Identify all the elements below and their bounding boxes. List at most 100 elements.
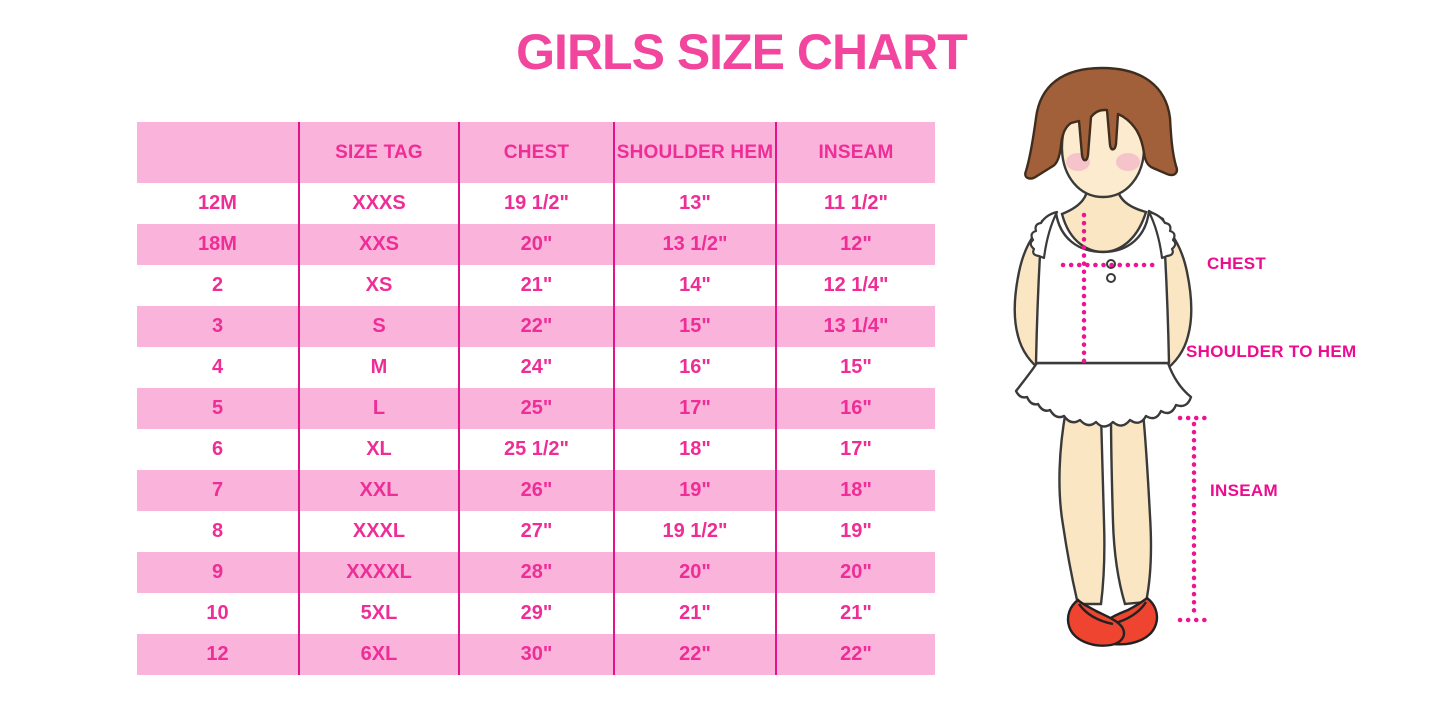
table-cell: 7 <box>137 470 298 511</box>
table-row: 8 XXXL 27" 19 1/2" 19" <box>137 511 935 552</box>
shoulder-to-hem-measure-label: SHOULDER TO HEM <box>1186 342 1357 361</box>
table-cell: 6XL <box>298 634 458 675</box>
table-cell: 27" <box>458 511 613 552</box>
table-cell: 13 1/4" <box>775 306 935 347</box>
table-cell: 16" <box>775 388 935 429</box>
table-row: 4 M 24" 16" 15" <box>137 347 935 388</box>
neck-chest-skin <box>1060 182 1148 254</box>
right-blush <box>1116 153 1140 171</box>
table-cell: 12 <box>137 634 298 675</box>
table-cell: XL <box>298 429 458 470</box>
table-cell: 17" <box>613 388 775 429</box>
face <box>1060 98 1146 199</box>
table-cell: 5XL <box>298 593 458 634</box>
table-cell: 10 <box>137 593 298 634</box>
right-shoe-strap <box>1111 601 1148 626</box>
table-cell: 8 <box>137 511 298 552</box>
page-title: GIRLS SIZE CHART <box>516 24 968 80</box>
table-cell: 11 1/2" <box>775 183 935 224</box>
table-row: 12 6XL 30" 22" 22" <box>137 634 935 675</box>
table-cell: 14" <box>613 265 775 306</box>
left-leg <box>1058 408 1106 606</box>
table-cell: 22" <box>458 306 613 347</box>
table-cell: 25 1/2" <box>458 429 613 470</box>
table-cell: XS <box>298 265 458 306</box>
table-cell: XXL <box>298 470 458 511</box>
table-cell: 19" <box>775 511 935 552</box>
table-cell: 30" <box>458 634 613 675</box>
right-shoulder-ruffle <box>1147 210 1177 260</box>
table-cell: 18" <box>613 429 775 470</box>
table-cell: M <box>298 347 458 388</box>
bottom-button <box>1106 273 1116 283</box>
girl-figure-svg <box>1013 66 1211 647</box>
left-shoulder-ruffle <box>1029 210 1059 260</box>
table-row: 10 5XL 29" 21" 21" <box>137 593 935 634</box>
table-cell: 3 <box>137 306 298 347</box>
table-cell: 5 <box>137 388 298 429</box>
table-cell: 9 <box>137 552 298 593</box>
table-cell: 29" <box>458 593 613 634</box>
table-cell: XXXXL <box>298 552 458 593</box>
table-cell: 6 <box>137 429 298 470</box>
table-cell: XXS <box>298 224 458 265</box>
table-cell: 22" <box>775 634 935 675</box>
table-cell: 16" <box>613 347 775 388</box>
table-cell: 12 1/4" <box>775 265 935 306</box>
table-row: 18M XXS 20" 13 1/2" 12" <box>137 224 935 265</box>
table-cell: 24" <box>458 347 613 388</box>
top-button <box>1106 259 1116 269</box>
left-shoe-strap <box>1078 603 1114 626</box>
table-cell: 12M <box>137 183 298 224</box>
right-shoe <box>1098 596 1159 646</box>
table-cell: 21" <box>458 265 613 306</box>
table-header-cell: SHOULDER HEM <box>613 122 775 183</box>
table-cell: 13 1/2" <box>613 224 775 265</box>
table-cell: 15" <box>613 306 775 347</box>
table-cell: XXXL <box>298 511 458 552</box>
inseam-measure-label: INSEAM <box>1210 481 1278 500</box>
table-header-cell <box>137 122 298 183</box>
table-cell: 2 <box>137 265 298 306</box>
table-row: 5 L 25" 17" 16" <box>137 388 935 429</box>
table-cell: 19 1/2" <box>613 511 775 552</box>
table-header-cell: SIZE TAG <box>298 122 458 183</box>
table-cell: 21" <box>775 593 935 634</box>
table-cell: 21" <box>613 593 775 634</box>
table-cell: 28" <box>458 552 613 593</box>
table-header-row: SIZE TAG CHEST SHOULDER HEM INSEAM <box>137 122 935 183</box>
bodice-top <box>1034 209 1171 365</box>
table-cell: L <box>298 388 458 429</box>
table-cell: 4 <box>137 347 298 388</box>
hair <box>1024 66 1179 180</box>
table-row: 7 XXL 26" 19" 18" <box>137 470 935 511</box>
table-row: 9 XXXXL 28" 20" 20" <box>137 552 935 593</box>
table-cell: XXXS <box>298 183 458 224</box>
table-cell: S <box>298 306 458 347</box>
table-row: 6 XL 25 1/2" 18" 17" <box>137 429 935 470</box>
table-row: 3 S 22" 15" 13 1/4" <box>137 306 935 347</box>
table-cell: 19 1/2" <box>458 183 613 224</box>
table-row: 12M XXXS 19 1/2" 13" 11 1/2" <box>137 183 935 224</box>
left-shoe <box>1066 598 1126 647</box>
table-cell: 15" <box>775 347 935 388</box>
size-table: SIZE TAG CHEST SHOULDER HEM INSEAM 12M X… <box>137 122 935 675</box>
table-cell: 13" <box>613 183 775 224</box>
right-arm <box>1154 217 1193 375</box>
table-cell: 20" <box>613 552 775 593</box>
table-cell: 19" <box>613 470 775 511</box>
table-cell: 26" <box>458 470 613 511</box>
chest-measure-label: CHEST <box>1207 254 1267 273</box>
table-cell: 22" <box>613 634 775 675</box>
table-cell: 17" <box>775 429 935 470</box>
table-cell: 18" <box>775 470 935 511</box>
left-arm <box>1013 217 1052 375</box>
table-cell: 20" <box>458 224 613 265</box>
table-cell: 12" <box>775 224 935 265</box>
table-row: 2 XS 21" 14" 12 1/4" <box>137 265 935 306</box>
table-header-cell: INSEAM <box>775 122 935 183</box>
table-cell: 20" <box>775 552 935 593</box>
right-leg <box>1109 410 1153 606</box>
table-cell: 25" <box>458 388 613 429</box>
